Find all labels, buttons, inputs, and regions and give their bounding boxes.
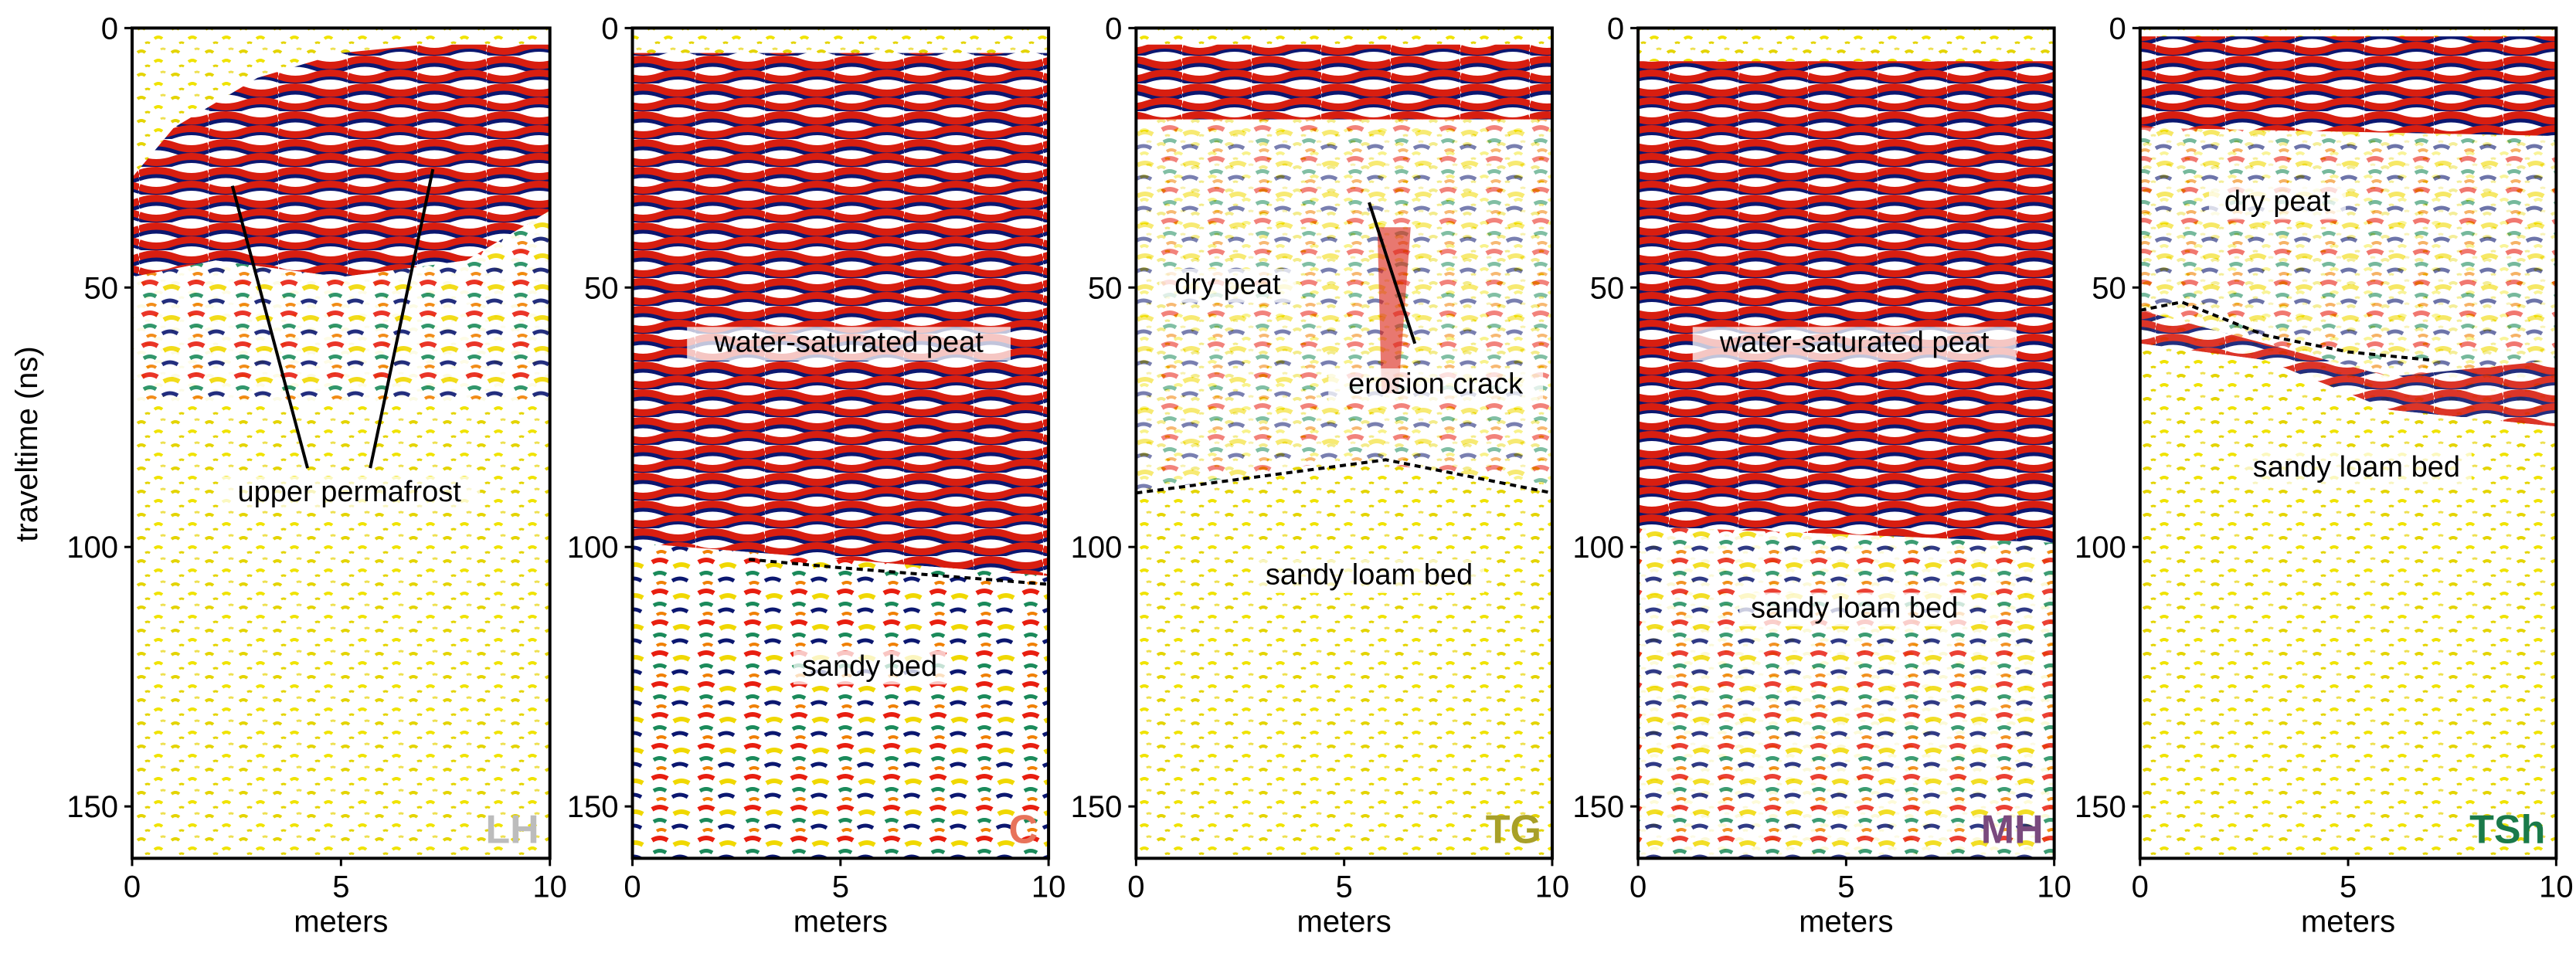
x-tick-label: 10	[532, 870, 567, 904]
reflection-layer	[132, 44, 550, 277]
radargram-image	[131, 28, 550, 859]
radargram-image	[632, 28, 1049, 859]
y-tick-label: 0	[601, 12, 618, 46]
x-tick-label: 10	[1031, 870, 1066, 904]
x-axis-label: meters	[294, 904, 388, 938]
radargram-image	[2139, 28, 2557, 859]
x-axis-label: meters	[794, 904, 888, 938]
annotation-backdrop	[687, 327, 1011, 361]
x-tick-label: 5	[1837, 870, 1854, 904]
annotation-arrow	[1368, 202, 1417, 344]
reflection-layer	[132, 402, 550, 859]
x-axis-label: meters	[1297, 904, 1392, 938]
x-tick-label: 5	[2340, 870, 2357, 904]
reflection-layer	[1136, 119, 1552, 494]
annotation-label: dry peat	[2224, 185, 2331, 218]
site-code-label: TG	[1486, 807, 1541, 852]
annotation-backdrop	[1692, 327, 2017, 361]
y-axis-label: traveltime (ns)	[10, 346, 44, 541]
y-tick-label: 50	[1088, 271, 1123, 305]
x-tick-label: 5	[1336, 870, 1353, 904]
site-code-label: C	[1009, 807, 1038, 852]
x-tick-label: 10	[1535, 870, 1570, 904]
y-tick-label: 0	[1105, 12, 1122, 46]
annotation-arrow	[230, 185, 310, 469]
reflection-layer	[2139, 343, 2557, 859]
x-tick-label: 0	[124, 870, 141, 904]
radargram-image	[1638, 28, 2054, 859]
x-tick-label: 5	[332, 870, 349, 904]
y-tick-label: 0	[101, 12, 118, 46]
annotation-backdrop	[1739, 592, 1970, 626]
y-tick-label: 0	[1607, 12, 1624, 46]
annotation-label: sandy bed	[802, 650, 937, 683]
panel-lh: 0 50 100 150 0 5 10 meters upper permafrost LH	[66, 12, 567, 938]
x-tick-label: 10	[2539, 870, 2574, 904]
reflection-layer	[632, 53, 1049, 576]
y-tick-label: 150	[1071, 790, 1123, 824]
site-code-label: TSh	[2469, 807, 2545, 852]
annotation-label: sandy loam bed	[1751, 592, 1958, 625]
reflection-layer	[132, 210, 550, 402]
annotation-backdrop	[219, 476, 481, 511]
y-tick-label: 100	[1071, 531, 1123, 565]
reflection-layer	[1136, 460, 1552, 859]
panel-tsh: 0 50 100 150 0 5 10 meters dry peat sandy loam be…	[2075, 12, 2574, 938]
y-tick-label: 50	[584, 271, 619, 305]
reflection-layer	[2139, 36, 2557, 137]
annotation-backdrop	[2241, 451, 2472, 486]
y-tick-label: 150	[1572, 790, 1624, 824]
x-tick-label: 0	[1127, 870, 1144, 904]
x-tick-label: 0	[624, 870, 641, 904]
y-tick-label: 150	[567, 790, 619, 824]
radargram-image	[1136, 28, 1552, 859]
annotation-label: water-saturated peat	[1719, 327, 1990, 359]
reflection-layer	[2139, 310, 2557, 427]
interface-dashed-line	[749, 558, 1049, 586]
x-tick-label: 0	[2132, 870, 2149, 904]
annotation-backdrop	[1253, 559, 1484, 593]
site-code-label: LH	[485, 807, 539, 852]
annotation-label: upper permafrost	[237, 476, 461, 508]
interface-dashed-line	[2139, 300, 2432, 362]
reflection-layer	[1136, 44, 1552, 120]
panel-c: 0 50 100 150 0 5 10 meters water-saturated peat s…	[567, 12, 1066, 938]
annotation-label: sandy loam bed	[1266, 559, 1473, 592]
panel-mh: 0 50 100 150 0 5 10 meters water-saturated peat s…	[1572, 12, 2071, 938]
annotation-arrow	[369, 168, 435, 469]
y-tick-label: 0	[2109, 12, 2126, 46]
x-tick-label: 0	[1630, 870, 1647, 904]
annotation-label: water-saturated peat	[713, 327, 984, 359]
y-tick-label: 100	[66, 531, 118, 565]
reflection-layer	[1638, 61, 2054, 543]
x-axis-label: meters	[1799, 904, 1893, 938]
y-tick-label: 100	[2075, 531, 2126, 565]
annotation-label: dry peat	[1174, 268, 1281, 300]
annotation-label: erosion crack	[1348, 368, 1524, 400]
y-tick-label: 150	[66, 790, 118, 824]
x-tick-label: 10	[2037, 870, 2071, 904]
interface-dashed-line	[1136, 458, 1553, 495]
reflection-layer	[1377, 227, 1411, 394]
x-axis-label: meters	[2301, 904, 2395, 938]
annotation-backdrop	[2208, 185, 2347, 220]
site-code-label: MH	[1981, 807, 2044, 852]
annotation-backdrop	[1159, 269, 1296, 303]
reflection-layer	[632, 542, 1049, 859]
y-tick-label: 50	[1590, 271, 1625, 305]
annotation-backdrop	[1328, 368, 1544, 402]
y-tick-label: 50	[83, 271, 118, 305]
y-tick-label: 150	[2075, 790, 2126, 824]
annotation-label: sandy loam bed	[2253, 451, 2460, 483]
y-tick-label: 100	[567, 531, 619, 565]
y-axis-label-group: traveltime (ns)	[10, 346, 44, 541]
annotation-backdrop	[793, 650, 946, 685]
y-tick-label: 100	[1572, 531, 1624, 565]
x-tick-label: 5	[832, 870, 849, 904]
panel-tg: 0 50 100 150 0 5 10 meters dry peat erosion crack…	[1071, 12, 1570, 938]
y-tick-label: 50	[2092, 271, 2126, 305]
